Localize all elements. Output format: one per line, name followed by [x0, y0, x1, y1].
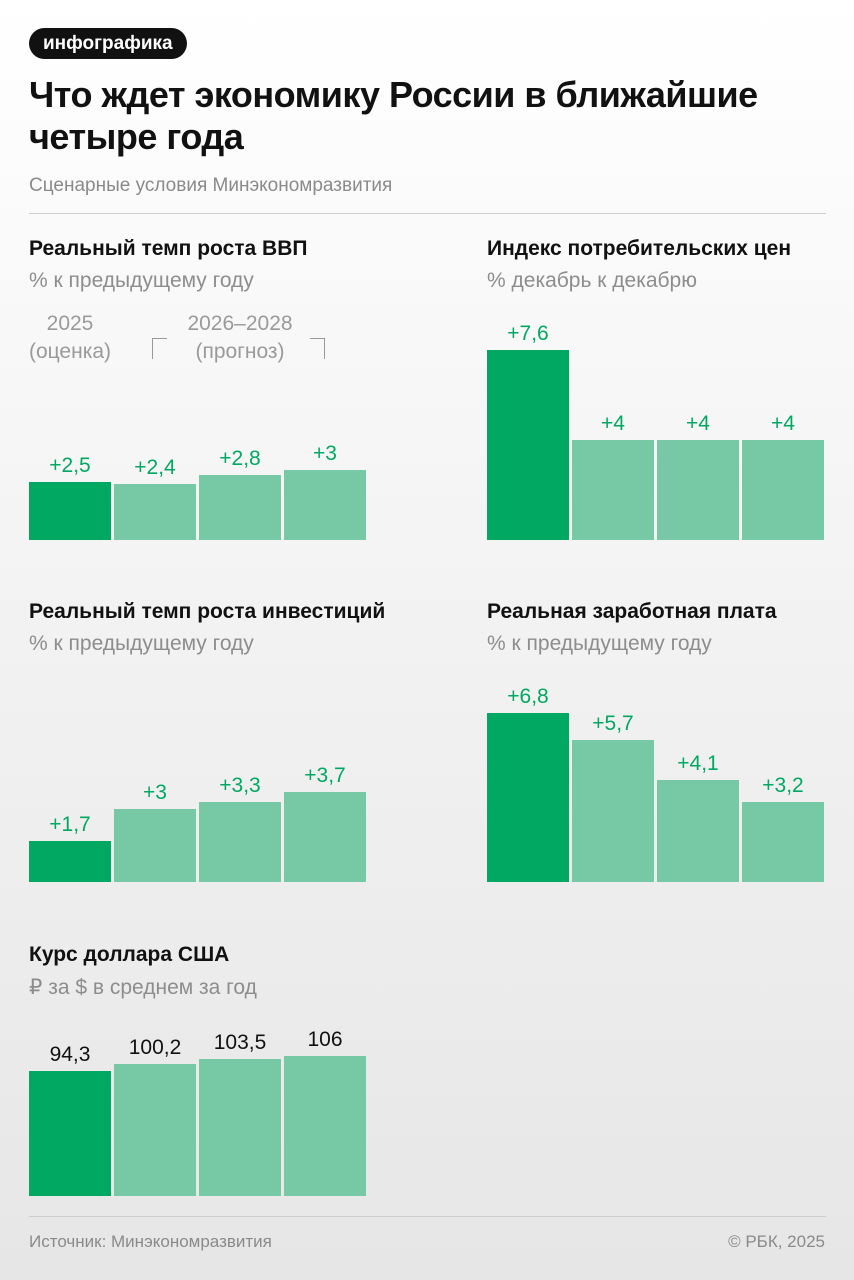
cpi-chart-title: Индекс потребительских цен: [487, 237, 792, 260]
investment-bar-2027: [199, 802, 281, 882]
wages-chart-title: Реальная заработная плата: [487, 600, 777, 623]
cpi-value-label-2026: +4: [601, 412, 625, 435]
cpi-bar-2028: [742, 440, 824, 540]
wages-bar-2027: [657, 780, 739, 882]
investment-bar-2025: [29, 841, 111, 882]
usd-bar-chart: 94,3 100,2 103,5 106: [29, 1028, 366, 1196]
wages-value-label-2027: +4,1: [677, 752, 718, 775]
investment-bar-2026: [114, 809, 196, 882]
wages-bar-2026: [572, 740, 654, 882]
investment-chart-title: Реальный темп роста инвестиций: [29, 600, 386, 623]
investment-bar-2028: [284, 792, 366, 882]
investment-chart-subtitle: % к предыдущему году: [29, 632, 254, 655]
usd-value-label-2025: 94,3: [50, 1043, 91, 1066]
usd-bar-2028: [284, 1056, 366, 1196]
usd-chart-subtitle: ₽ за $ в среднем за год: [29, 976, 257, 999]
cpi-bar-2027: [657, 440, 739, 540]
gdp-value-label-2026: +2,4: [134, 456, 176, 479]
source-note: Источник: Минэкономразвития: [29, 1232, 272, 1251]
legend-estimate: 2025 (оценка): [20, 310, 120, 366]
gdp-value-label-2027: +2,8: [219, 447, 260, 470]
investment-bar-chart: +1,7 +3 +3,3 +3,7: [29, 764, 366, 882]
usd-value-label-2026: 100,2: [129, 1036, 182, 1059]
wages-value-label-2028: +3,2: [762, 774, 803, 797]
header-divider: [29, 213, 826, 214]
gdp-bar-chart: +2,5 +2,4 +2,8 +3: [29, 442, 366, 540]
legend-estimate-note: (оценка): [28, 340, 112, 363]
usd-bar-2027: [199, 1059, 281, 1196]
gdp-chart-subtitle: % к предыдущему году: [29, 269, 254, 292]
cpi-value-label-2025: +7,6: [507, 322, 548, 345]
infographic-badge: инфографика: [29, 28, 187, 59]
cpi-chart-subtitle: % декабрь к декабрю: [487, 269, 697, 292]
wages-bar-chart: +6,8 +5,7 +4,1 +3,2: [487, 685, 824, 882]
investment-value-label-2026: +3: [143, 781, 167, 804]
gdp-bar-2025: [29, 482, 111, 540]
usd-value-label-2028: 106: [307, 1028, 342, 1051]
wages-bar-2025: [487, 713, 569, 882]
cpi-bar-2025: [487, 350, 569, 540]
gdp-chart-title: Реальный темп роста ВВП: [29, 237, 308, 260]
cpi-bar-2026: [572, 440, 654, 540]
investment-value-label-2028: +3,7: [304, 764, 345, 787]
copyright-note: © РБК, 2025: [728, 1232, 825, 1251]
wages-value-label-2026: +5,7: [592, 712, 633, 735]
legend-bracket-left: [152, 338, 167, 359]
legend-bracket-right: [310, 338, 325, 359]
gdp-bar-2026: [114, 484, 196, 540]
legend-estimate-year: 2025: [46, 312, 94, 335]
page-title: Что ждет экономику России в ближайшие че…: [29, 74, 758, 157]
wages-bar-2028: [742, 802, 824, 882]
page-subtitle: Сценарные условия Минэкономразвития: [29, 175, 393, 196]
wages-chart-subtitle: % к предыдущему году: [487, 632, 712, 655]
usd-value-label-2027: 103,5: [214, 1031, 267, 1054]
usd-bar-2026: [114, 1064, 196, 1196]
legend-forecast-years: 2026–2028: [187, 312, 293, 335]
investment-value-label-2025: +1,7: [49, 813, 90, 836]
usd-chart-title: Курс доллара США: [29, 943, 230, 966]
investment-value-label-2027: +3,3: [219, 774, 260, 797]
legend-forecast: 2026–2028 (прогноз): [170, 310, 310, 366]
legend-forecast-note: (прогноз): [195, 340, 285, 363]
footer-divider: [29, 1216, 826, 1217]
gdp-value-label-2028: +3: [313, 442, 337, 465]
cpi-value-label-2027: +4: [686, 412, 710, 435]
wages-value-label-2025: +6,8: [507, 685, 548, 708]
gdp-bar-2027: [199, 475, 281, 540]
cpi-value-label-2028: +4: [771, 412, 795, 435]
cpi-bar-chart: +7,6 +4 +4 +4: [487, 322, 824, 540]
usd-bar-2025: [29, 1071, 111, 1196]
gdp-bar-2028: [284, 470, 366, 540]
gdp-value-label-2025: +2,5: [49, 454, 90, 477]
